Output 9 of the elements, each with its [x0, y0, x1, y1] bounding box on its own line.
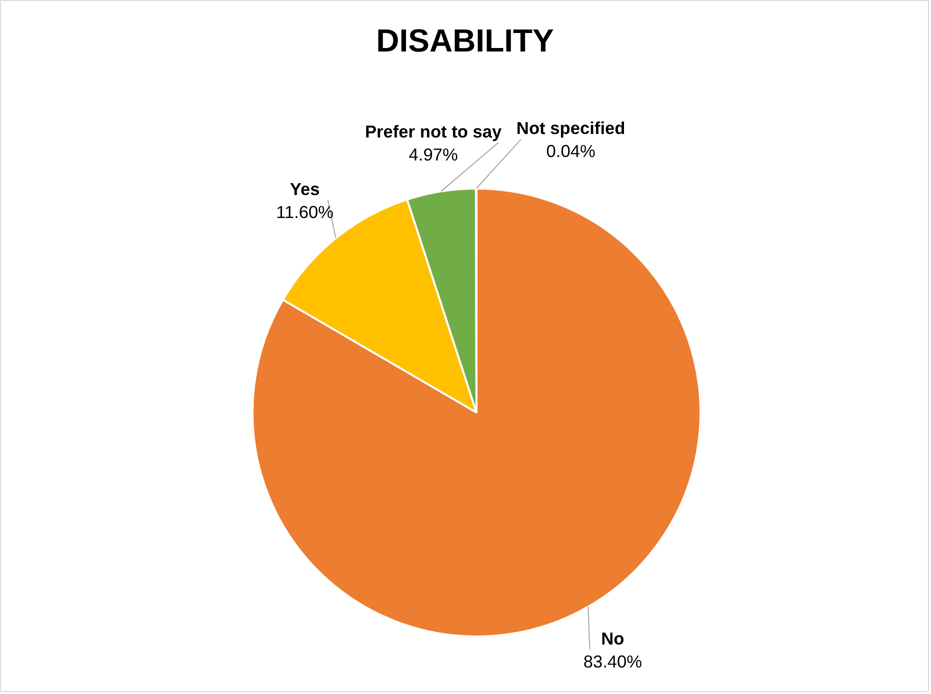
slice-label: Not specified [516, 118, 626, 138]
data-label: 11.60% [276, 202, 334, 222]
chart-title: DISABILITY [376, 22, 554, 58]
slice-label: Yes [290, 178, 320, 199]
data-label: 0.04% [546, 141, 596, 162]
slice-label: No [601, 628, 624, 648]
data-label: 83.40% [583, 651, 642, 672]
slice-label: Prefer not to say [364, 122, 502, 142]
data-label: 4.97% [408, 144, 458, 165]
